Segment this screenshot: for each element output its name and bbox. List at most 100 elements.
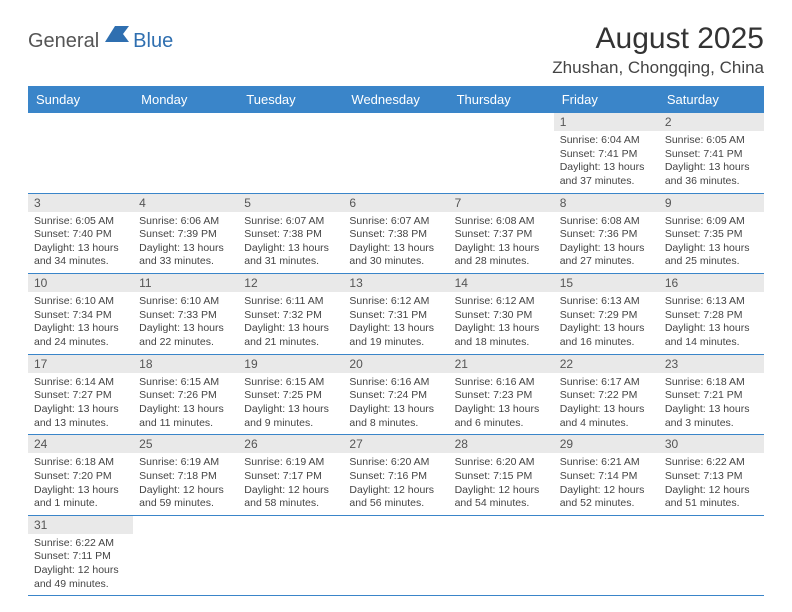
day-details: Sunrise: 6:07 AMSunset: 7:38 PMDaylight:… [343, 212, 448, 274]
sunset-line: Sunset: 7:11 PM [34, 550, 127, 564]
sunset-line: Sunset: 7:41 PM [560, 148, 653, 162]
day-details: Sunrise: 6:18 AMSunset: 7:21 PMDaylight:… [659, 373, 764, 435]
logo-flag-icon [105, 26, 131, 47]
calendar-cell [238, 113, 343, 193]
sunset-line: Sunset: 7:32 PM [244, 309, 337, 323]
calendar-cell: 13Sunrise: 6:12 AMSunset: 7:31 PMDayligh… [343, 274, 448, 355]
sunrise-line: Sunrise: 6:13 AM [560, 295, 653, 309]
calendar-cell: 6Sunrise: 6:07 AMSunset: 7:38 PMDaylight… [343, 193, 448, 274]
daylight-line: Daylight: 13 hours and 8 minutes. [349, 403, 442, 430]
sunset-line: Sunset: 7:23 PM [455, 389, 548, 403]
calendar-row: 31Sunrise: 6:22 AMSunset: 7:11 PMDayligh… [28, 515, 764, 596]
daylight-line: Daylight: 12 hours and 51 minutes. [665, 484, 758, 511]
day-number: 21 [449, 355, 554, 373]
daylight-line: Daylight: 13 hours and 28 minutes. [455, 242, 548, 269]
daylight-line: Daylight: 13 hours and 24 minutes. [34, 322, 127, 349]
sunrise-line: Sunrise: 6:19 AM [244, 456, 337, 470]
sunrise-line: Sunrise: 6:10 AM [139, 295, 232, 309]
sunrise-line: Sunrise: 6:10 AM [34, 295, 127, 309]
day-number: 25 [133, 435, 238, 453]
logo-text-general: General [28, 30, 99, 53]
day-number: 17 [28, 355, 133, 373]
calendar-cell [343, 113, 448, 193]
sunrise-line: Sunrise: 6:13 AM [665, 295, 758, 309]
day-number: 30 [659, 435, 764, 453]
sunset-line: Sunset: 7:20 PM [34, 470, 127, 484]
sunrise-line: Sunrise: 6:17 AM [560, 376, 653, 390]
day-number: 10 [28, 274, 133, 292]
calendar-cell [554, 515, 659, 596]
calendar-cell: 19Sunrise: 6:15 AMSunset: 7:25 PMDayligh… [238, 354, 343, 435]
sunset-line: Sunset: 7:30 PM [455, 309, 548, 323]
day-details: Sunrise: 6:12 AMSunset: 7:31 PMDaylight:… [343, 292, 448, 354]
calendar-cell: 11Sunrise: 6:10 AMSunset: 7:33 PMDayligh… [133, 274, 238, 355]
weekday-header: Saturday [659, 86, 764, 113]
calendar-cell [238, 515, 343, 596]
daylight-line: Daylight: 13 hours and 4 minutes. [560, 403, 653, 430]
calendar-cell: 17Sunrise: 6:14 AMSunset: 7:27 PMDayligh… [28, 354, 133, 435]
calendar-cell: 4Sunrise: 6:06 AMSunset: 7:39 PMDaylight… [133, 193, 238, 274]
day-number: 28 [449, 435, 554, 453]
weekday-header: Wednesday [343, 86, 448, 113]
day-details: Sunrise: 6:16 AMSunset: 7:24 PMDaylight:… [343, 373, 448, 435]
sunset-line: Sunset: 7:16 PM [349, 470, 442, 484]
calendar-cell [343, 515, 448, 596]
sunset-line: Sunset: 7:17 PM [244, 470, 337, 484]
calendar-cell: 29Sunrise: 6:21 AMSunset: 7:14 PMDayligh… [554, 435, 659, 516]
sunset-line: Sunset: 7:28 PM [665, 309, 758, 323]
weekday-header: Thursday [449, 86, 554, 113]
sunset-line: Sunset: 7:25 PM [244, 389, 337, 403]
calendar-cell: 14Sunrise: 6:12 AMSunset: 7:30 PMDayligh… [449, 274, 554, 355]
sunrise-line: Sunrise: 6:22 AM [34, 537, 127, 551]
daylight-line: Daylight: 12 hours and 59 minutes. [139, 484, 232, 511]
day-number: 22 [554, 355, 659, 373]
calendar-cell: 24Sunrise: 6:18 AMSunset: 7:20 PMDayligh… [28, 435, 133, 516]
sunrise-line: Sunrise: 6:07 AM [244, 215, 337, 229]
calendar-cell: 1Sunrise: 6:04 AMSunset: 7:41 PMDaylight… [554, 113, 659, 193]
calendar-cell: 26Sunrise: 6:19 AMSunset: 7:17 PMDayligh… [238, 435, 343, 516]
daylight-line: Daylight: 12 hours and 52 minutes. [560, 484, 653, 511]
calendar-cell: 31Sunrise: 6:22 AMSunset: 7:11 PMDayligh… [28, 515, 133, 596]
calendar-cell [28, 113, 133, 193]
daylight-line: Daylight: 13 hours and 19 minutes. [349, 322, 442, 349]
day-number: 8 [554, 194, 659, 212]
day-number: 27 [343, 435, 448, 453]
day-details: Sunrise: 6:10 AMSunset: 7:34 PMDaylight:… [28, 292, 133, 354]
logo: General Blue [28, 26, 173, 57]
day-number: 12 [238, 274, 343, 292]
sunrise-line: Sunrise: 6:15 AM [139, 376, 232, 390]
day-details: Sunrise: 6:13 AMSunset: 7:28 PMDaylight:… [659, 292, 764, 354]
calendar-cell: 16Sunrise: 6:13 AMSunset: 7:28 PMDayligh… [659, 274, 764, 355]
daylight-line: Daylight: 13 hours and 34 minutes. [34, 242, 127, 269]
day-number: 19 [238, 355, 343, 373]
sunrise-line: Sunrise: 6:20 AM [455, 456, 548, 470]
calendar-header-row: SundayMondayTuesdayWednesdayThursdayFrid… [28, 86, 764, 113]
sunset-line: Sunset: 7:13 PM [665, 470, 758, 484]
daylight-line: Daylight: 13 hours and 6 minutes. [455, 403, 548, 430]
calendar-cell: 25Sunrise: 6:19 AMSunset: 7:18 PMDayligh… [133, 435, 238, 516]
daylight-line: Daylight: 13 hours and 25 minutes. [665, 242, 758, 269]
calendar-cell: 8Sunrise: 6:08 AMSunset: 7:36 PMDaylight… [554, 193, 659, 274]
day-number: 31 [28, 516, 133, 534]
day-details: Sunrise: 6:21 AMSunset: 7:14 PMDaylight:… [554, 453, 659, 515]
calendar-cell: 10Sunrise: 6:10 AMSunset: 7:34 PMDayligh… [28, 274, 133, 355]
day-details: Sunrise: 6:09 AMSunset: 7:35 PMDaylight:… [659, 212, 764, 274]
weekday-header: Sunday [28, 86, 133, 113]
month-title: August 2025 [552, 22, 764, 56]
sunrise-line: Sunrise: 6:09 AM [665, 215, 758, 229]
sunset-line: Sunset: 7:22 PM [560, 389, 653, 403]
sunrise-line: Sunrise: 6:05 AM [34, 215, 127, 229]
day-details: Sunrise: 6:22 AMSunset: 7:11 PMDaylight:… [28, 534, 133, 596]
calendar-table: SundayMondayTuesdayWednesdayThursdayFrid… [28, 86, 764, 596]
calendar-cell [449, 515, 554, 596]
daylight-line: Daylight: 12 hours and 49 minutes. [34, 564, 127, 591]
calendar-cell: 30Sunrise: 6:22 AMSunset: 7:13 PMDayligh… [659, 435, 764, 516]
daylight-line: Daylight: 13 hours and 22 minutes. [139, 322, 232, 349]
daylight-line: Daylight: 13 hours and 13 minutes. [34, 403, 127, 430]
day-details: Sunrise: 6:19 AMSunset: 7:18 PMDaylight:… [133, 453, 238, 515]
day-number: 13 [343, 274, 448, 292]
day-number: 1 [554, 113, 659, 131]
day-number: 6 [343, 194, 448, 212]
calendar-body: 1Sunrise: 6:04 AMSunset: 7:41 PMDaylight… [28, 113, 764, 596]
day-number: 29 [554, 435, 659, 453]
